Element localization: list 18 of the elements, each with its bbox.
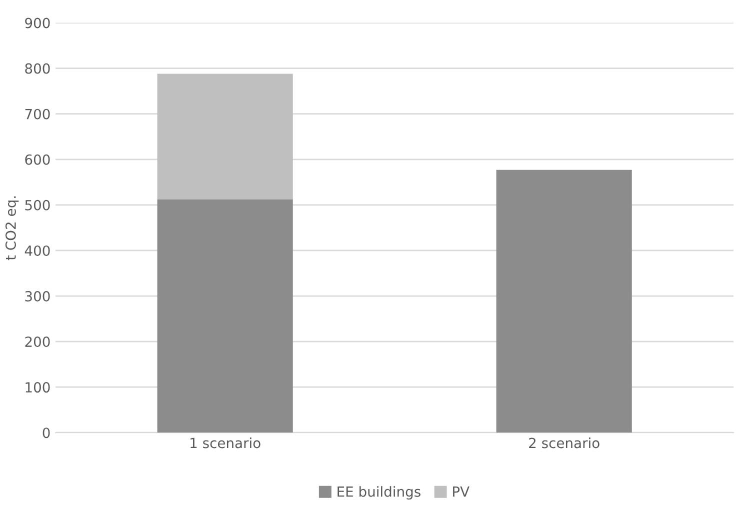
y-axis-title: t CO2 eq. bbox=[5, 196, 19, 260]
y-tick-label: 700 bbox=[25, 108, 50, 120]
bar bbox=[496, 170, 632, 433]
y-tick-label: 200 bbox=[25, 336, 50, 348]
y-tick-label: 500 bbox=[25, 200, 50, 210]
y-tick-label: 100 bbox=[26, 382, 50, 393]
y-tick-label: 400 bbox=[24, 245, 50, 256]
legend-label: PV bbox=[453, 486, 470, 497]
x-tick-label: 1 scenario bbox=[190, 437, 260, 448]
legend-label: EE buildings bbox=[338, 486, 420, 500]
y-tick-label: 0 bbox=[42, 428, 50, 438]
bar bbox=[157, 74, 293, 200]
bar bbox=[157, 199, 293, 433]
y-tick-label: 800 bbox=[25, 63, 50, 74]
x-tick-label: 2 scenario bbox=[529, 437, 600, 448]
y-tick-label: 300 bbox=[25, 290, 50, 302]
y-tick-label: 600 bbox=[25, 154, 50, 165]
y-tick-label: 900 bbox=[25, 18, 50, 28]
